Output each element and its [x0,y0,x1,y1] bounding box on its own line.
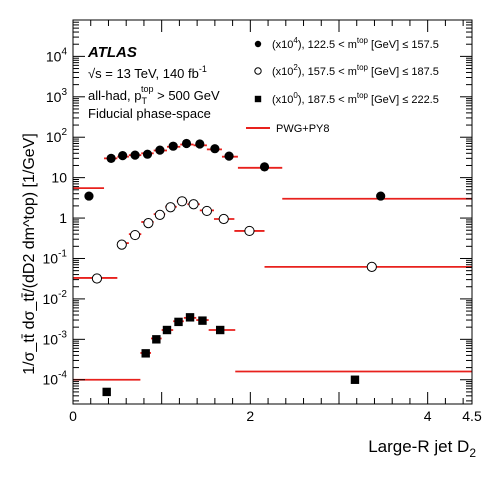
data-point [154,209,165,220]
data-point [174,317,183,327]
y-tick-label: 1 [59,210,67,226]
y-tick-label: 10-3 [43,329,68,347]
data-point [210,144,220,154]
y-tick-label: 104 [46,46,68,64]
y-tick-label: 10-4 [43,370,68,388]
legend-marker [254,95,262,103]
data-point [102,387,111,397]
x-tick-label: 4.5 [462,408,482,424]
y-tick-label: 102 [46,127,68,145]
atlas-label: ATLAS [87,44,137,61]
data-point [168,141,178,151]
data-point [118,151,128,161]
data-points [84,138,386,397]
data-point [198,316,207,325]
energy-label: √s = 13 TeV, 140 fb-1 [88,64,207,81]
data-point [141,349,150,358]
y-tick-label: 103 [46,87,68,105]
x-axis-label: Large-R jet D2 [368,437,476,460]
data-point [152,335,161,344]
legend: (x104), 122.5 < mtop [GeV] ≤ 157.5 (x102)… [246,36,439,135]
x-tick-label: 2 [246,408,254,424]
data-point [224,151,234,161]
data-point [366,261,377,272]
data-point [376,191,386,201]
phase-space-label: Fiducial phase-space [88,106,211,121]
x-tick-label: 4 [424,408,432,424]
legend-marker [254,40,262,48]
data-point [165,202,176,213]
legend-label: PWG+PY8 [276,123,330,135]
legend-label: (x102), 157.5 < mtop [GeV] ≤ 187.5 [272,63,439,78]
data-point [162,325,172,335]
data-point [129,229,141,241]
legend-marker [254,67,262,75]
data-point [350,375,360,384]
y-tick-label: 10 [51,170,67,186]
data-point [91,273,103,284]
data-point [116,239,127,250]
data-point [155,145,165,155]
legend-label: (x104), 122.5 < mtop [GeV] ≤ 157.5 [272,36,439,51]
axes: 0 2 4 4.5 10-4 10-3 10-2 10-1 1 10 102 103 104 [43,19,482,424]
data-point [181,138,192,149]
data-point [244,225,255,237]
plot-frame [72,19,473,405]
data-point [188,199,199,210]
mc-histograms [73,143,472,381]
y-axis-label: 1/σ_tt̄ dσ_tt̄/(dD2 dm^top) [1/GeV] [21,133,38,375]
data-point [185,313,195,322]
data-point [142,149,153,159]
selection-label: all-had, pTtop > 500 GeV [88,84,220,106]
y-tick-label: 10-1 [43,248,68,266]
legend-label: (x100), 187.5 < mtop [GeV] ≤ 222.5 [272,91,439,106]
x-tick-label: 0 [69,408,77,424]
data-point [195,139,205,149]
data-point [215,325,225,335]
data-point [259,162,270,172]
data-point [84,191,94,201]
data-point [130,150,140,160]
y-tick-label: 10-2 [43,289,68,307]
data-point [201,205,212,217]
data-point [218,213,229,225]
data-point [106,153,116,163]
data-point [143,218,154,229]
data-point [176,196,188,207]
